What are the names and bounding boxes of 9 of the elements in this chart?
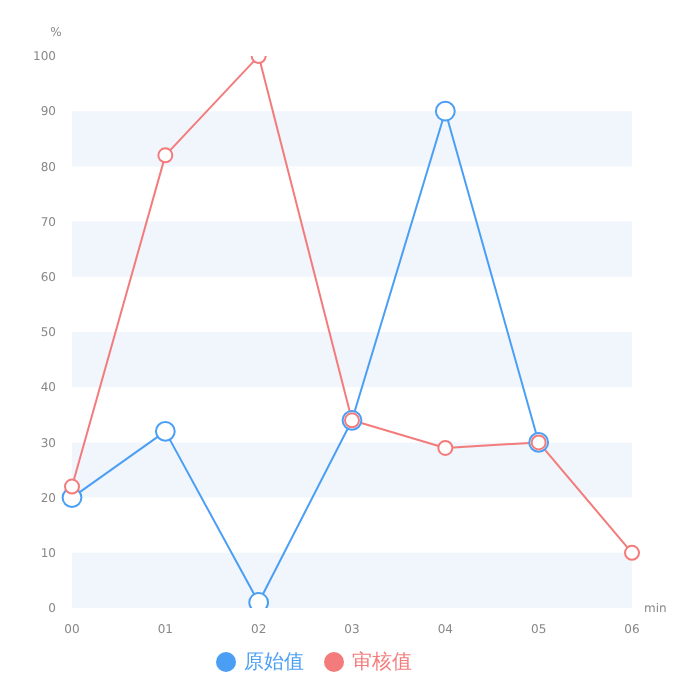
point bbox=[434, 100, 456, 122]
legend-label: 原始值 bbox=[244, 652, 304, 674]
point bbox=[64, 478, 80, 495]
point bbox=[157, 147, 174, 164]
legend-label: 审核值 bbox=[352, 652, 412, 674]
point bbox=[437, 439, 454, 456]
point bbox=[248, 592, 270, 608]
point bbox=[624, 544, 640, 561]
point bbox=[154, 420, 176, 442]
